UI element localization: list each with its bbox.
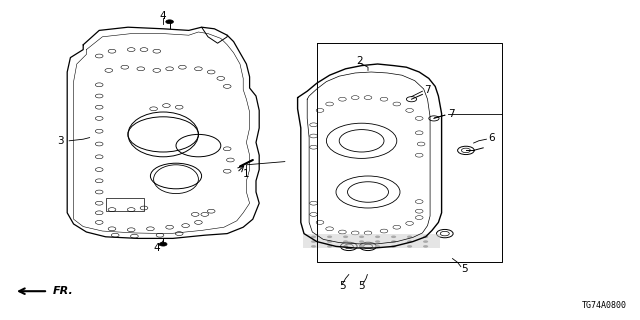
Circle shape — [423, 240, 428, 243]
Text: 5: 5 — [461, 264, 467, 274]
Circle shape — [166, 20, 173, 24]
Bar — [303, 234, 440, 248]
Circle shape — [391, 240, 396, 243]
Circle shape — [311, 236, 316, 238]
Text: 7: 7 — [448, 108, 454, 119]
Circle shape — [391, 245, 396, 248]
Circle shape — [391, 236, 396, 238]
Text: 7: 7 — [424, 84, 431, 95]
Text: FR.: FR. — [52, 286, 73, 296]
Circle shape — [375, 236, 380, 238]
Circle shape — [327, 245, 332, 248]
Text: 6: 6 — [488, 132, 495, 143]
Circle shape — [311, 240, 316, 243]
Circle shape — [359, 236, 364, 238]
Circle shape — [311, 245, 316, 248]
Text: 4: 4 — [160, 11, 166, 21]
Text: 3: 3 — [58, 136, 64, 146]
Circle shape — [159, 242, 167, 246]
Circle shape — [407, 236, 412, 238]
Text: 2: 2 — [356, 56, 363, 66]
Circle shape — [375, 245, 380, 248]
Circle shape — [423, 236, 428, 238]
Circle shape — [343, 236, 348, 238]
Circle shape — [407, 240, 412, 243]
Circle shape — [343, 245, 348, 248]
Text: TG74A0800: TG74A0800 — [582, 301, 627, 310]
Circle shape — [359, 245, 364, 248]
Circle shape — [407, 245, 412, 248]
Circle shape — [375, 240, 380, 243]
Circle shape — [423, 245, 428, 248]
Circle shape — [359, 240, 364, 243]
Text: 4: 4 — [154, 243, 160, 253]
Text: 1: 1 — [243, 169, 250, 180]
Circle shape — [327, 240, 332, 243]
Text: 5: 5 — [339, 281, 346, 292]
Circle shape — [327, 236, 332, 238]
Text: 5: 5 — [358, 281, 365, 292]
Circle shape — [343, 240, 348, 243]
